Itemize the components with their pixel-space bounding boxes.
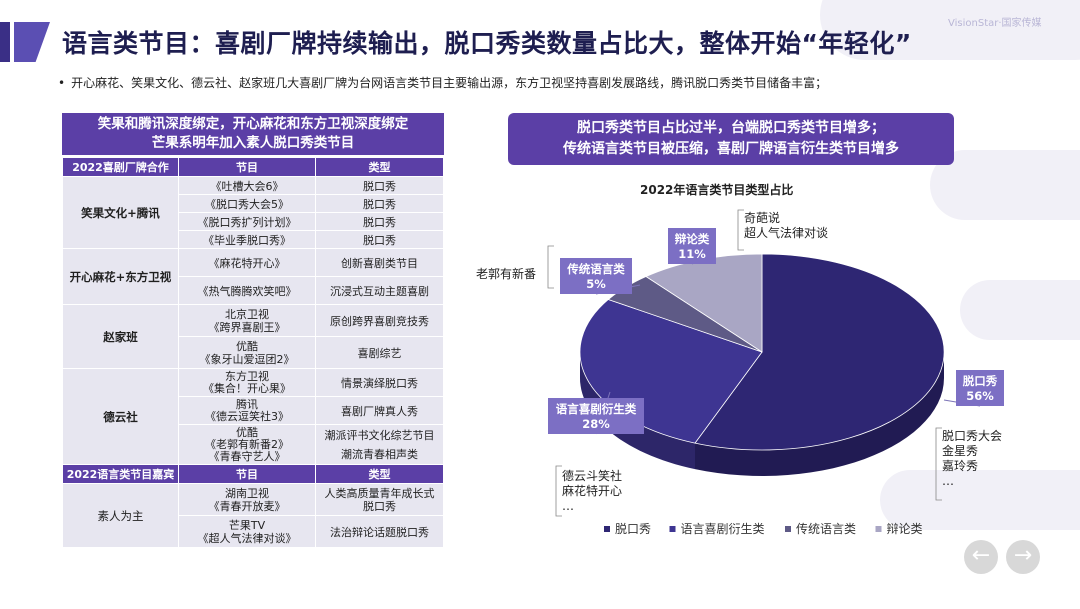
type-cell: 法治辩论话题脱口秀	[315, 515, 444, 548]
pie-side-wall	[580, 352, 695, 470]
type-cell: 脱口秀	[315, 194, 444, 213]
background-blob	[930, 150, 1080, 220]
program-cell: 《热气腾腾欢笑吧》	[178, 276, 316, 305]
type-cell: 潮派评书文化综艺节目 潮流青春相声类	[315, 424, 444, 465]
table-row: 赵家班 北京卫视 《跨界喜剧王》 原创跨界喜剧竞技秀	[62, 304, 444, 369]
annotation-bracket	[555, 465, 562, 517]
slice-example-text: 麻花特开心	[562, 483, 622, 498]
slice-value-label: 56%	[966, 389, 994, 403]
program-cell: 东方卫视 《集合！开心果》	[178, 368, 316, 397]
program-cell: 《麻花特开心》	[178, 248, 316, 277]
summary-bullet: • 开心麻花、笑果文化、德云社、赵家班几大喜剧厂牌为台网语言类节目主要输出源，东方…	[58, 74, 827, 91]
type-cell: 沉浸式互动主题喜剧	[315, 276, 444, 305]
right-headline-line-1: 脱口秀类节目占比过半，台端脱口秀类节目增多；	[577, 120, 885, 136]
slice-label: 传统语言类	[566, 262, 625, 276]
slice-example-text: …	[562, 499, 574, 513]
slice-value-label: 5%	[586, 277, 606, 291]
slice-example-text: 金星秀	[942, 443, 978, 458]
page-title: 语言类节目：喜剧厂牌持续输出，脱口秀类数量占比大，整体开始“年轻化”	[62, 29, 912, 58]
table-row: 《脱口秀扩列计划》 脱口秀	[63, 212, 444, 231]
slice-example-text: 老郭有新番	[476, 266, 536, 281]
legend-label: 脱口秀	[615, 521, 651, 536]
bullet-icon: •	[58, 76, 66, 90]
slice-label: 语言喜剧衍生类	[556, 402, 637, 416]
annotation-bracket	[547, 245, 554, 289]
summary-text: 开心麻花、笑果文化、德云社、赵家班几大喜剧厂牌为台网语言类节目主要输出源，东方卫…	[71, 76, 828, 90]
slice-label-box	[668, 228, 716, 264]
program-cell: 北京卫视 《跨界喜剧王》	[178, 304, 316, 337]
prev-arrow-button[interactable]: ←	[964, 540, 998, 574]
slice-example-text: …	[942, 474, 954, 488]
background-blob	[880, 470, 1080, 530]
legend-swatch	[669, 526, 676, 532]
type-cell: 脱口秀	[315, 212, 444, 231]
table-row: 《热气腾腾欢笑吧》 沉浸式互动主题喜剧	[63, 276, 444, 305]
col-header-program: 节目	[178, 157, 316, 177]
comedy-brand-table: 2022喜剧厂牌合作 节目 类型 笑果文化+腾讯 《吐槽大会6》 脱口秀 《脱口…	[62, 157, 444, 548]
left-headline-line-2: 芒果系明年加入素人脱口秀类节目	[151, 135, 355, 151]
chart-title: 2022年语言类节目类型占比	[640, 183, 794, 197]
program-cell: 《吐槽大会6》	[178, 176, 316, 195]
slice-label-box	[548, 398, 644, 434]
legend-label: 传统语言类	[796, 521, 856, 536]
group-name: 笑果文化+腾讯	[62, 176, 179, 249]
program-cell: 芒果TV 《超人气法律对谈》	[178, 515, 316, 548]
slice-example-text: 超人气法律对谈	[744, 225, 828, 240]
type-cell: 人类高质量青年成长式 脱口秀	[315, 483, 444, 516]
legend-label: 语言喜剧衍生类	[681, 522, 765, 536]
pie-slice	[694, 253, 945, 451]
group-name: 赵家班	[62, 304, 179, 369]
left-headline-line-1: 笑果和腾讯深度绑定，开心麻花和东方卫视深度绑定	[97, 116, 409, 132]
right-headline-line-2: 传统语言类节目被压缩，喜剧厂牌语言衍生类节目增多	[563, 141, 899, 157]
slice-label: 辩论类	[675, 232, 710, 246]
right-panel-headline: 脱口秀类节目占比过半，台端脱口秀类节目增多； 传统语言类节目被压缩，喜剧厂牌语言…	[508, 113, 954, 165]
table-row: 《毕业季脱口秀》 脱口秀	[63, 230, 444, 249]
legend-swatch	[785, 526, 791, 532]
slice-value-label: 11%	[678, 247, 706, 261]
col-header-brand: 2022喜剧厂牌合作	[62, 157, 179, 177]
type-cell: 脱口秀	[315, 230, 444, 249]
annotation-bracket	[935, 427, 942, 501]
col-header-program: 节目	[178, 464, 316, 484]
group-name: 德云社	[62, 368, 179, 465]
title-accent-bar	[0, 22, 10, 62]
table-row: 德云社 东方卫视 《集合！开心果》 情景演绎脱口秀	[62, 368, 444, 465]
legend-swatch	[604, 526, 610, 532]
table-row: 芒果TV 《超人气法律对谈》 法治辩论话题脱口秀	[63, 515, 444, 548]
table-row: 素人为主 湖南卫视 《青春开放麦》 人类高质量青年成长式 脱口秀	[62, 483, 444, 548]
table-header-row: 2022喜剧厂牌合作 节目 类型	[62, 157, 444, 177]
program-cell: 腾讯 《德云逗笑社3》	[178, 396, 316, 425]
background-blob	[960, 280, 1080, 340]
table-row: 优酷 《象牙山爱逗团2》 喜剧综艺	[63, 336, 444, 369]
program-cell: 《毕业季脱口秀》	[178, 230, 316, 249]
background-blob	[820, 0, 1080, 60]
slice-example-text: 德云斗笑社	[562, 468, 622, 483]
slice-example-text: 奇葩说	[744, 210, 780, 225]
program-cell: 优酷 《象牙山爱逗团2》	[178, 336, 316, 369]
left-panel-headline: 笑果和腾讯深度绑定，开心麻花和东方卫视深度绑定 芒果系明年加入素人脱口秀类节目	[62, 113, 444, 155]
slice-example-text: 嘉玲秀	[942, 459, 978, 473]
annotation-bracket	[737, 209, 744, 251]
legend-label: 辩论类	[887, 522, 923, 536]
type-cell: 喜剧综艺	[315, 336, 444, 369]
col-header-type: 类型	[315, 464, 444, 484]
table-row: 笑果文化+腾讯 《吐槽大会6》 脱口秀	[62, 176, 444, 249]
group-name: 素人为主	[62, 483, 179, 548]
table-row: 开心麻花+东方卫视 《麻花特开心》 创新喜剧类节目	[62, 248, 444, 305]
slice-label: 脱口秀	[963, 374, 998, 388]
type-cell: 情景演绎脱口秀	[315, 368, 444, 397]
slice-example-text: 脱口秀大会	[942, 428, 1002, 443]
brand-logo: VisionStar·国家传媒	[948, 18, 1042, 29]
program-cell: 湖南卫视 《青春开放麦》	[178, 483, 316, 516]
legend-swatch	[875, 526, 882, 532]
pie-side-wall	[695, 352, 944, 476]
col-header-type: 类型	[315, 157, 444, 177]
type-cell: 创新喜剧类节目	[315, 248, 444, 277]
group-name: 开心麻花+东方卫视	[62, 248, 179, 305]
slice-label-box	[956, 370, 1004, 406]
slice-label-box	[560, 258, 632, 294]
next-arrow-button[interactable]: →	[1006, 540, 1040, 574]
slice-value-label: 28%	[582, 417, 610, 431]
